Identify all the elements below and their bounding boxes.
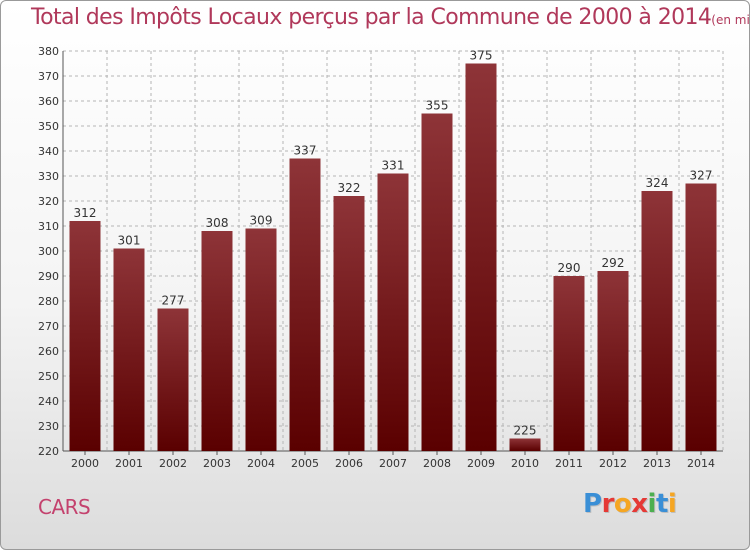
y-tick-label: 280: [38, 295, 59, 308]
x-tick-label: 2009: [467, 457, 495, 470]
y-tick-label: 350: [38, 120, 59, 133]
y-tick-label: 250: [38, 370, 59, 383]
y-tick-label: 360: [38, 95, 59, 108]
bar-value-label: 375: [470, 49, 493, 63]
logo-letter: r: [601, 489, 615, 519]
bar-value-label: 324: [646, 176, 669, 190]
x-tick-label: 2006: [335, 457, 363, 470]
proxiti-logo: Proxiti: [583, 489, 677, 519]
bar-value-label: 327: [690, 169, 713, 183]
y-tick-label: 370: [38, 70, 59, 83]
y-tick-label: 380: [38, 45, 59, 58]
y-tick-label: 300: [38, 245, 59, 258]
y-tick-label: 330: [38, 170, 59, 183]
x-tick-label: 2013: [643, 457, 671, 470]
y-tick-label: 240: [38, 395, 59, 408]
bar-value-label: 322: [338, 181, 361, 195]
x-tick-label: 2005: [291, 457, 319, 470]
y-tick-label: 230: [38, 420, 59, 433]
chart-title: Total des Impôts Locaux perçus par la Co…: [31, 5, 750, 30]
bar: [641, 191, 673, 451]
bar-value-label: 355: [426, 99, 449, 113]
bar-value-label: 277: [162, 294, 185, 308]
logo-letter: o: [613, 489, 632, 519]
x-tick-label: 2000: [71, 457, 99, 470]
x-tick-label: 2014: [687, 457, 715, 470]
bar: [157, 308, 189, 451]
y-tick-label: 270: [38, 320, 59, 333]
bar-value-label: 301: [118, 234, 141, 248]
y-tick-label: 310: [38, 220, 59, 233]
logo-letter: i: [667, 489, 677, 519]
logo-letter: i: [647, 489, 657, 519]
bar: [377, 173, 409, 451]
bar-value-label: 312: [74, 206, 97, 220]
bar: [289, 158, 321, 451]
y-tick-label: 290: [38, 270, 59, 283]
x-tick-label: 2010: [511, 457, 539, 470]
y-tick-label: 340: [38, 145, 59, 158]
y-tick-label: 260: [38, 345, 59, 358]
bar-value-label: 331: [382, 159, 405, 173]
commune-name: CARS: [38, 495, 91, 519]
bar-value-label: 309: [250, 214, 273, 228]
bar: [245, 228, 277, 451]
bar: [597, 271, 629, 451]
x-tick-label: 2012: [599, 457, 627, 470]
x-tick-label: 2007: [379, 457, 407, 470]
bar: [553, 276, 585, 451]
x-tick-label: 2008: [423, 457, 451, 470]
logo-letter: P: [583, 489, 602, 519]
x-tick-label: 2002: [159, 457, 187, 470]
bar: [333, 196, 365, 451]
bar: [201, 231, 233, 451]
bar-value-label: 337: [294, 144, 317, 158]
bar-value-label: 292: [602, 256, 625, 270]
x-tick-label: 2011: [555, 457, 583, 470]
logo-letter: x: [631, 489, 648, 519]
chart-title-unit: (en milliers d'€): [711, 13, 750, 27]
bar-value-label: 225: [514, 424, 537, 438]
bar: [69, 221, 101, 451]
bar-value-label: 308: [206, 216, 229, 230]
x-tick-label: 2001: [115, 457, 143, 470]
y-tick-label: 320: [38, 195, 59, 208]
logo-letter: t: [655, 489, 668, 519]
x-tick-label: 2003: [203, 457, 231, 470]
bar: [113, 248, 145, 451]
bar: [685, 183, 717, 451]
bar: [421, 113, 453, 451]
bar: [465, 63, 497, 451]
x-tick-label: 2004: [247, 457, 275, 470]
y-tick-label: 220: [38, 445, 59, 458]
bar: [509, 438, 541, 451]
chart-title-main: Total des Impôts Locaux perçus par la Co…: [31, 5, 712, 30]
bar-value-label: 290: [558, 261, 581, 275]
